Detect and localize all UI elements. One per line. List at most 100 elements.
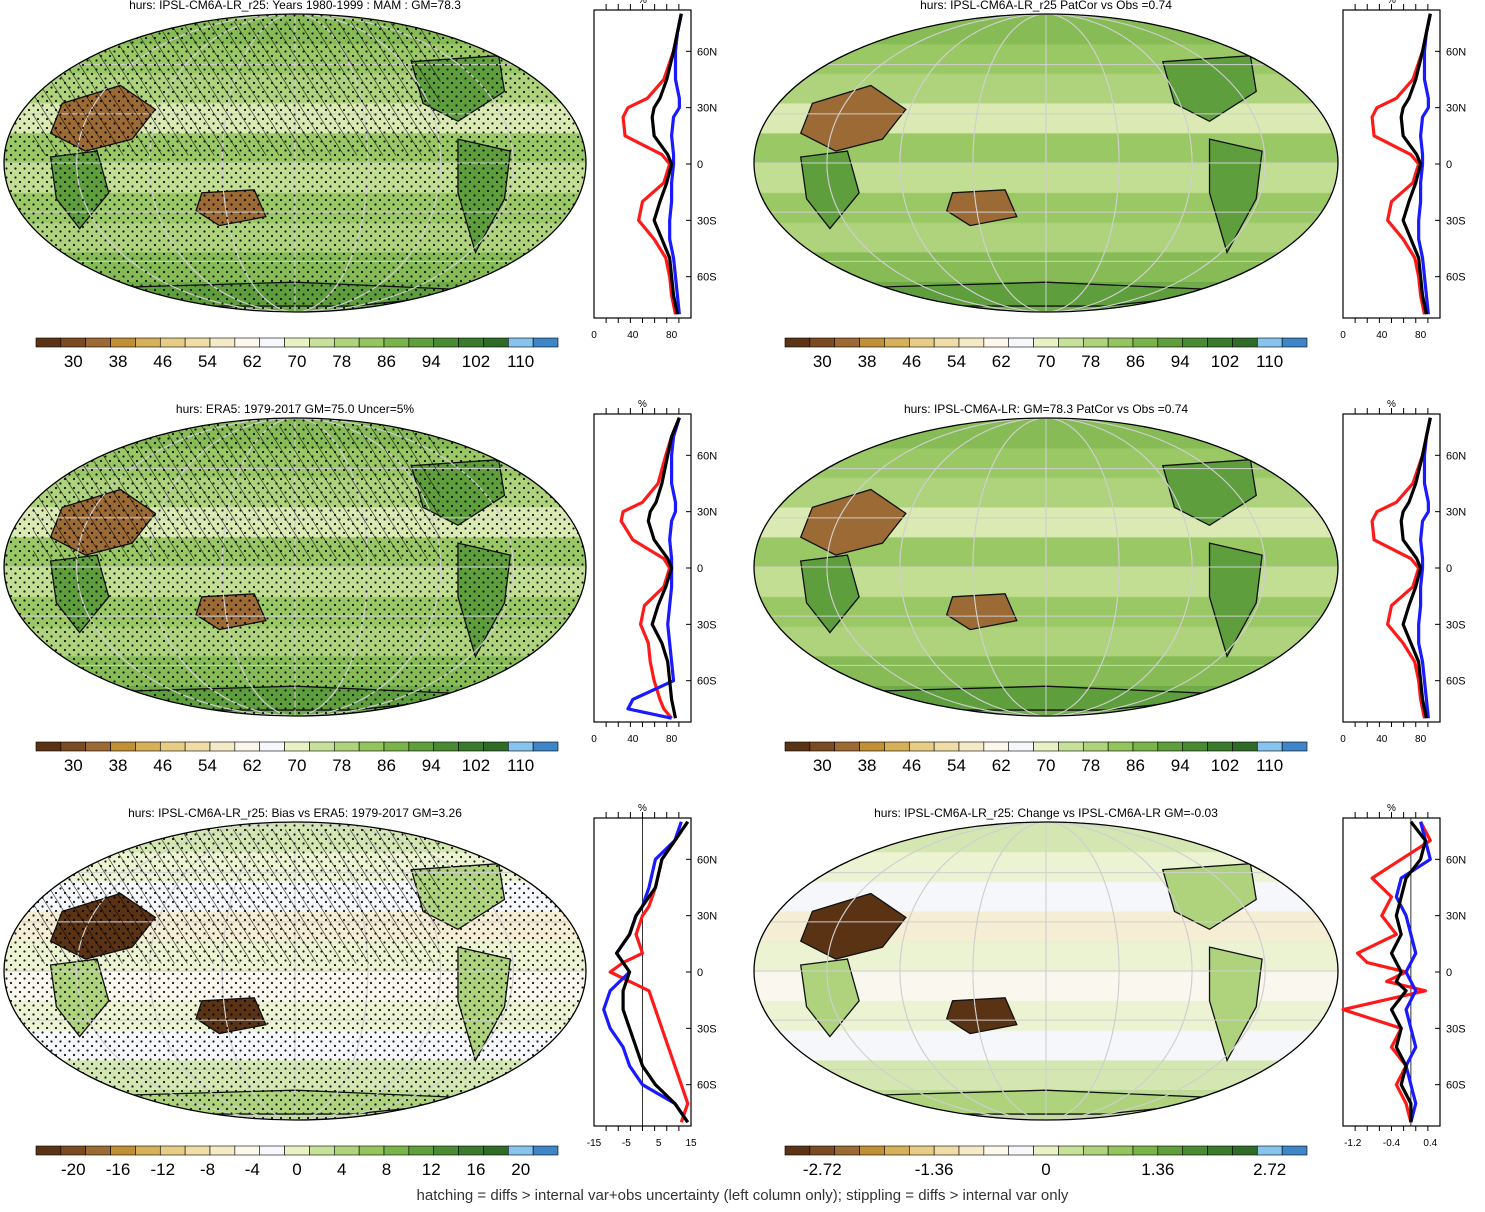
colorbar-box [859, 337, 885, 348]
colorbar-box [1033, 741, 1059, 752]
colorbar-box [159, 337, 186, 348]
colorbar-label: 46 [153, 756, 172, 775]
colorbar-box [1107, 337, 1134, 348]
colorbar-box [1008, 337, 1034, 348]
panel-title: hurs: IPSL-CM6A-LR_r25 PatCor vs Obs =0.… [920, 0, 1172, 12]
map-outline [753, 13, 1339, 313]
profile-ylabel: 0 [1446, 563, 1452, 575]
profile-xlabel: -1.2 [1344, 1138, 1362, 1149]
profile-line-black [1389, 820, 1428, 1123]
map-landmass [1208, 542, 1263, 659]
colorbar-box [908, 337, 935, 348]
zonal-profile: % 60N 30N 0 30S 60S 0 40 80 [1340, 399, 1466, 745]
profile-line-blue [1417, 417, 1432, 719]
colorbar-label: 0 [292, 1160, 301, 1179]
profile-ylabel: 30S [697, 619, 717, 631]
colorbar-box [834, 337, 860, 348]
profile-ylabel: 60S [1446, 1080, 1466, 1092]
colorbar-box [507, 741, 534, 752]
panel-4: hurs: IPSL-CM6A-LR: GM=78.3 PatCor vs Ob… [753, 399, 1466, 775]
map-landmass [945, 189, 1018, 227]
profile-ylabel: 60N [1446, 854, 1466, 866]
colorbar-label: 78 [1081, 756, 1100, 775]
colorbar-box [1082, 337, 1109, 348]
map-meridian [899, 418, 1193, 716]
colorbar-label: 12 [422, 1160, 441, 1179]
colorbar-box [507, 337, 534, 348]
colorbar-box [1232, 741, 1258, 752]
colorbar-box [184, 337, 211, 348]
colorbar-box [383, 1145, 410, 1156]
colorbar-label: 16 [467, 1160, 486, 1179]
profile-ylabel: 60S [1446, 272, 1466, 284]
map-landmass [1208, 138, 1263, 255]
map-meridian [826, 418, 1266, 716]
profile-xlabel: 40 [627, 330, 639, 341]
zonal-profile: % 60N 30N 0 30S 60S 0 40 80 [591, 399, 717, 745]
colorbar-box [884, 337, 910, 348]
profile-unit: % [638, 803, 647, 814]
panel-5: hurs: IPSL-CM6A-LR_r25: Bias vs ERA5: 19… [3, 803, 717, 1179]
colorbar-label: 8 [382, 1160, 391, 1179]
colorbar-box [35, 1145, 62, 1156]
colorbar-box [1058, 337, 1084, 348]
colorbar-box [507, 1145, 534, 1156]
colorbar-box [1132, 741, 1159, 752]
colorbar-label: 70 [288, 756, 307, 775]
profile-line-blue [1417, 13, 1432, 315]
colorbar-label: 30 [64, 352, 83, 371]
map-landmass [1161, 459, 1257, 527]
colorbar-box [333, 1145, 360, 1156]
colorbar-label: -20 [61, 1160, 86, 1179]
colorbar-box [859, 1145, 885, 1156]
colorbar-box [284, 741, 310, 752]
colorbar-box [60, 1145, 87, 1156]
colorbar-label: 62 [992, 352, 1011, 371]
colorbar-box [209, 1145, 236, 1156]
colorbar-label: 86 [377, 352, 396, 371]
colorbar-box [1157, 337, 1184, 348]
colorbar-box [1132, 337, 1159, 348]
profile-ylabel: 30S [697, 1023, 717, 1035]
colorbar-box [933, 337, 960, 348]
colorbar-label: 38 [109, 352, 128, 371]
colorbar-box [408, 337, 435, 348]
map-field [754, 822, 1338, 1120]
profile-frame [593, 413, 692, 723]
profile-xlabel: 80 [1415, 330, 1427, 341]
colorbar-box [135, 741, 161, 752]
map-landmass [799, 958, 860, 1038]
profile-line-black [650, 13, 683, 315]
colorbar-box [532, 337, 559, 348]
colorbar-box [135, 337, 161, 348]
colorbar-box [433, 337, 459, 348]
colorbar-label: 94 [1171, 756, 1190, 775]
colorbar-label: 62 [243, 756, 262, 775]
colorbar-box [784, 741, 811, 752]
colorbar-box [184, 1145, 211, 1156]
colorbar-label: 20 [511, 1160, 530, 1179]
colorbar-label: -2.72 [803, 1160, 842, 1179]
colorbar-box [784, 337, 811, 348]
colorbar-box [234, 1145, 261, 1156]
colorbar-label: 62 [992, 756, 1011, 775]
colorbar-box [60, 337, 87, 348]
profile-ylabel: 30S [1446, 1023, 1466, 1035]
colorbar-box [358, 741, 385, 752]
colorbar-box [834, 741, 860, 752]
panel-title: hurs: IPSL-CM6A-LR_r25: Bias vs ERA5: 19… [128, 806, 462, 820]
map-landmass [799, 554, 860, 634]
profile-xlabel: 40 [627, 734, 639, 745]
colorbar-box [85, 741, 111, 752]
profile-xlabel: 80 [666, 330, 678, 341]
colorbar-box [532, 1145, 559, 1156]
colorbar-box [408, 1145, 435, 1156]
colorbar-box [908, 741, 935, 752]
zonal-profile: % 60N 30N 0 30S 60S -1.2 -0.4 0.4 [1341, 803, 1466, 1149]
colorbar-box [1232, 1145, 1258, 1156]
colorbar-label: 46 [902, 352, 921, 371]
colorbar-label: 102 [462, 756, 490, 775]
colorbar-box [483, 1145, 509, 1156]
profile-ylabel: 30N [697, 911, 717, 923]
